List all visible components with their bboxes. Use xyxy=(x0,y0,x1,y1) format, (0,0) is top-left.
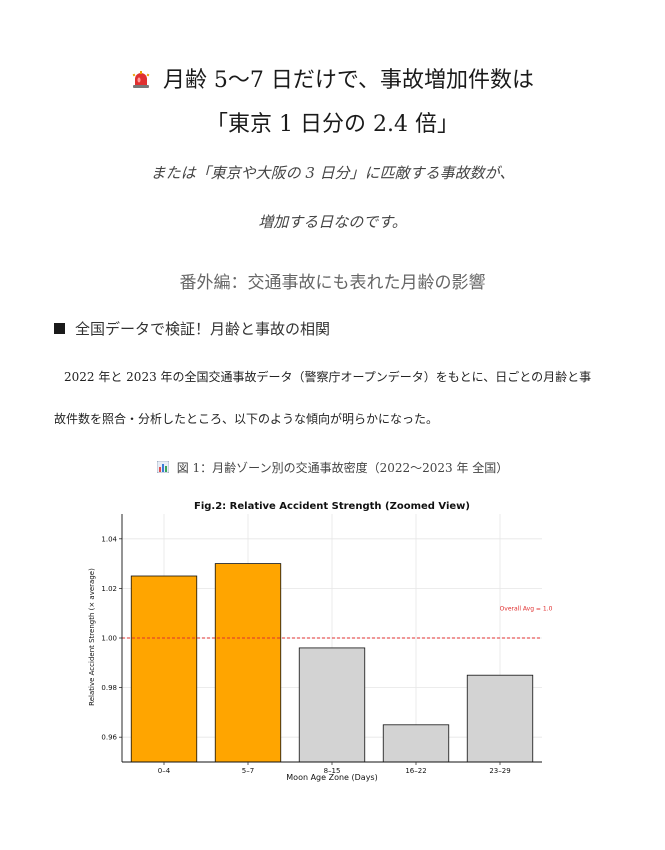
section-title: 番外編：交通事故にも表れた月齢の影響 xyxy=(179,273,486,293)
y-tick-label: 0.98 xyxy=(101,684,117,692)
x-tick-label: 0–4 xyxy=(158,767,171,775)
y-axis-label: Relative Accident Strength (× average) xyxy=(88,568,96,706)
paragraph-line-1: 2022 年と 2023 年の全国交通事故データ（警察庁オープンデータ）をもとに… xyxy=(64,370,592,384)
axis-layer: 0.96 0.98 1.00 1.02 1.04 0–4 5–7 8–15 16–22 23–29 xyxy=(101,514,542,775)
square-bullet-icon xyxy=(54,323,65,334)
subtitle-line-2: 増加する日なのです。 xyxy=(258,213,407,231)
reference-line-label: Overall Avg = 1.0 xyxy=(500,606,553,613)
bar-1 xyxy=(130,575,198,763)
x-axis-label: Moon Age Zone (Days) xyxy=(286,773,377,782)
chart-title: Fig.2: Relative Accident Strength (Zoome… xyxy=(194,501,470,512)
bar-2 xyxy=(214,563,282,763)
page-title-line-1: 月齢 5〜7 日だけで、事故増加件数は xyxy=(0,62,665,94)
y-tick-label: 1.04 xyxy=(101,535,117,543)
reference-line-layer: Overall Avg = 1.0 xyxy=(122,606,553,639)
title-text-1: 月齢 5〜7 日だけで、事故増加件数は xyxy=(162,68,535,93)
x-tick-label: 23–29 xyxy=(489,767,510,775)
y-tick-label: 1.02 xyxy=(101,585,117,593)
figure-caption: 図 1：月齢ゾーン別の交通事故密度（2022〜2023 年 全国） xyxy=(0,459,665,476)
x-tick-label: 16–22 xyxy=(405,767,426,775)
page-title-line-2: 「東京 1 日分の 2.4 倍」 xyxy=(206,112,459,137)
bar-chart-icon xyxy=(156,461,169,473)
bar-3 xyxy=(298,647,366,763)
bar-4 xyxy=(382,724,450,763)
figure-caption-text: 図 1：月齢ゾーン別の交通事故密度（2022〜2023 年 全国） xyxy=(176,461,509,475)
y-tick-label: 0.96 xyxy=(101,734,117,742)
paragraph-line-2: 故件数を照合・分析したところ、以下のような傾向が明らかになった。 xyxy=(54,412,439,426)
bar-5 xyxy=(466,674,534,763)
siren-icon xyxy=(132,71,150,88)
y-tick-label: 1.00 xyxy=(101,635,117,643)
relative-accident-chart: Fig.2: Relative Accident Strength (Zoome… xyxy=(88,501,553,782)
x-tick-label: 5–7 xyxy=(242,767,254,775)
subtitle-line-1: または「東京や大阪の 3 日分」に匹敵する事故数が、 xyxy=(150,164,515,182)
section-heading-text: 全国データで検証！月齢と事故の相関 xyxy=(75,320,331,338)
bar-layer xyxy=(130,563,534,763)
section-heading: 全国データで検証！月齢と事故の相関 xyxy=(54,318,330,339)
x-tick-label: 8–15 xyxy=(324,767,341,775)
